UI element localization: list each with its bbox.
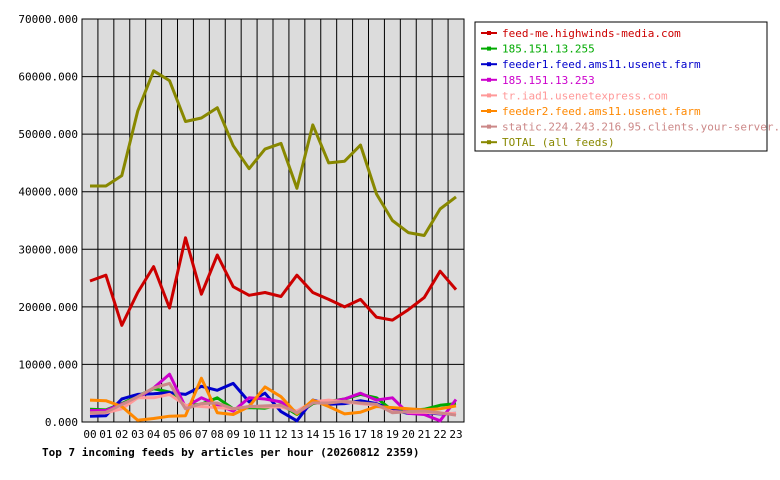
x-tick-label: 01 xyxy=(99,428,112,441)
x-tick-label: 14 xyxy=(306,428,320,441)
y-tick-label: 30000.000 xyxy=(18,243,78,256)
legend-label: static.224.243.216.95.clients.your-serve… xyxy=(502,121,780,134)
legend-label: feeder1.feed.ams11.usenet.farm xyxy=(502,58,701,71)
y-tick-label: 10000.000 xyxy=(18,358,78,371)
x-tick-label: 13 xyxy=(290,428,303,441)
x-tick-label: 08 xyxy=(211,428,224,441)
x-tick-label: 15 xyxy=(322,428,335,441)
legend-marker xyxy=(487,62,491,67)
x-tick-label: 02 xyxy=(115,428,128,441)
x-tick-label: 03 xyxy=(131,428,144,441)
legend-marker xyxy=(487,93,491,98)
x-tick-label: 18 xyxy=(370,428,383,441)
legend-label: TOTAL (all feeds) xyxy=(502,136,615,149)
x-tick-label: 17 xyxy=(354,428,367,441)
x-tick-label: 10 xyxy=(243,428,256,441)
legend-label: feed-me.highwinds-media.com xyxy=(502,27,681,40)
x-tick-label: 07 xyxy=(195,428,208,441)
series-line xyxy=(89,236,458,327)
legend-marker xyxy=(487,77,491,82)
legend-marker xyxy=(487,31,491,35)
legend-marker xyxy=(487,124,491,129)
series-line xyxy=(89,381,457,417)
x-tick-label: 22 xyxy=(434,428,447,441)
legend-marker xyxy=(487,46,491,51)
y-tick-label: 60000.000 xyxy=(18,71,78,84)
y-tick-label: 40000.000 xyxy=(18,186,78,199)
x-tick-label: 11 xyxy=(258,428,271,441)
legend-marker xyxy=(487,140,491,145)
x-tick-label: 06 xyxy=(179,428,192,441)
legend: feed-me.highwinds-media.com 185.151.13.25… xyxy=(481,27,780,149)
series-lines xyxy=(89,69,458,423)
legend-label: tr.iad1.usenetexpress.com xyxy=(502,89,668,102)
series-line xyxy=(90,69,457,237)
x-tick-label: 21 xyxy=(418,428,431,441)
chart-title: Top 7 incoming feeds by articles per hou… xyxy=(42,446,420,459)
x-tick-label: 16 xyxy=(338,428,351,441)
y-axis-ticks: 0.000 10000.000 20000.000 30000.000 40000.00… xyxy=(18,13,78,429)
y-tick-label: 20000.000 xyxy=(18,301,78,314)
x-tick-label: 20 xyxy=(402,428,415,441)
series-line xyxy=(89,376,457,422)
x-tick-label: 00 xyxy=(83,428,96,441)
x-tick-label: 09 xyxy=(227,428,240,441)
legend-label: 185.151.13.255 xyxy=(502,43,595,56)
x-tick-label: 23 xyxy=(449,428,462,441)
x-axis-ticks: 00 01 02 03 04 05 06 07 08 09 10 11 12 13 14 15 16 17 18 19… xyxy=(83,428,462,441)
y-tick-label: 70000.000 xyxy=(18,13,78,26)
y-tick-label: 50000.000 xyxy=(18,128,78,141)
legend-label: 185.151.13.253 xyxy=(502,74,595,87)
x-tick-label: 19 xyxy=(386,428,399,441)
legend-marker xyxy=(487,109,491,113)
x-tick-label: 04 xyxy=(147,428,161,441)
y-tick-label: 0.000 xyxy=(45,416,78,429)
legend-label: feeder2.feed.ams11.usenet.farm xyxy=(502,105,701,118)
x-tick-label: 05 xyxy=(163,428,176,441)
legend-box xyxy=(474,21,768,152)
plot-border xyxy=(81,18,465,423)
x-tick-label: 12 xyxy=(274,428,287,441)
